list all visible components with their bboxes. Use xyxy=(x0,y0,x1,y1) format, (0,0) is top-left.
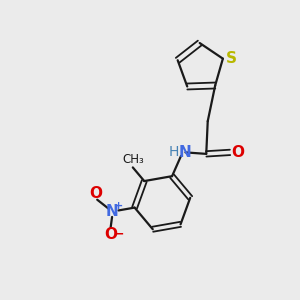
Text: O: O xyxy=(89,186,102,201)
Text: CH₃: CH₃ xyxy=(122,153,144,166)
Text: N: N xyxy=(106,204,118,219)
Text: N: N xyxy=(178,145,191,160)
Text: S: S xyxy=(226,51,237,66)
Text: −: − xyxy=(114,228,124,241)
Text: +: + xyxy=(114,201,123,211)
Text: O: O xyxy=(104,227,117,242)
Text: O: O xyxy=(231,145,244,160)
Text: H: H xyxy=(169,146,179,159)
